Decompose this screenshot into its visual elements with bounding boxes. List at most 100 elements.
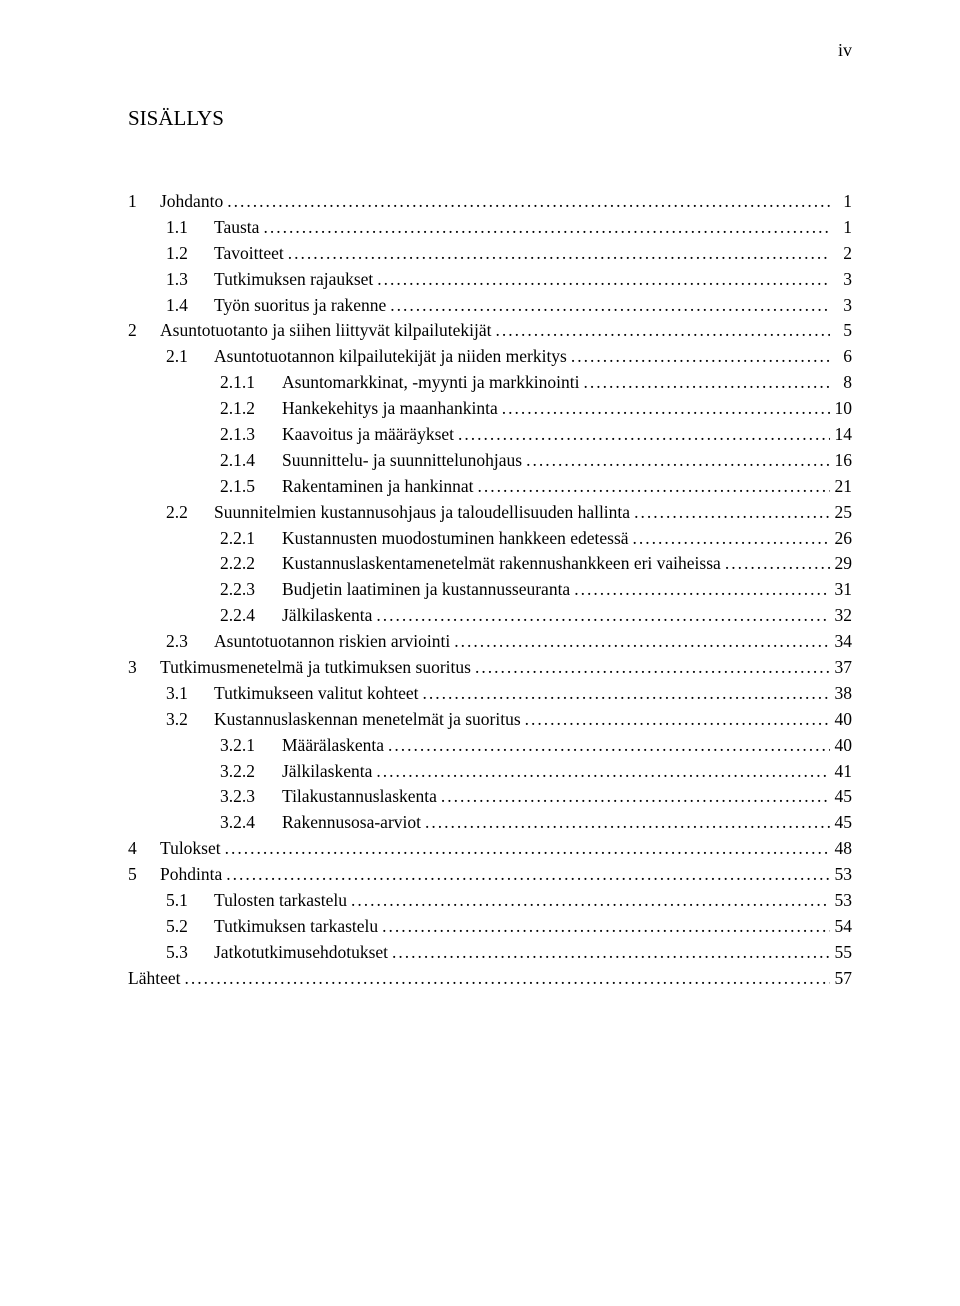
toc-entry-number: 2.1.5 (220, 474, 282, 500)
toc-entry-page: 37 (830, 655, 852, 681)
toc-leader-dots (372, 603, 830, 629)
toc-entry: 3.2.4Rakennusosa-arviot45 (128, 810, 852, 836)
toc-entry-title: Tutkimuksen rajaukset (214, 267, 373, 293)
toc-entry: 3.2.2Jälkilaskenta41 (128, 759, 852, 785)
toc-entry-number: 5.2 (166, 914, 214, 940)
toc-heading: SISÄLLYS (128, 106, 852, 131)
toc-entry-page: 6 (830, 344, 852, 370)
toc-entry-title: Tutkimukseen valitut kohteet (214, 681, 418, 707)
toc-entry-number: 1.4 (166, 293, 214, 319)
toc-entry-title: Jälkilaskenta (282, 603, 372, 629)
toc-entry-title: Tausta (214, 215, 259, 241)
toc-entry-number: 3 (128, 655, 160, 681)
toc-entry-page: 54 (830, 914, 852, 940)
toc-entry: 4Tulokset48 (128, 836, 852, 862)
toc-leader-dots (473, 474, 830, 500)
toc-entry-title: Kaavoitus ja määräykset (282, 422, 454, 448)
toc-entry-title: Jälkilaskenta (282, 759, 372, 785)
toc-entry-title: Johdanto (160, 189, 223, 215)
toc-entry-number: 4 (128, 836, 160, 862)
toc-entry-page: 57 (830, 966, 852, 992)
toc-entry-number: 2 (128, 318, 160, 344)
toc-entry: 3.2.1Määrälaskenta40 (128, 733, 852, 759)
toc-entry-page: 38 (830, 681, 852, 707)
toc-entry-number: 2.3 (166, 629, 214, 655)
toc-entry-title: Rakennusosa-arviot (282, 810, 421, 836)
toc-entry-page: 10 (830, 396, 852, 422)
toc-leader-dots (521, 707, 830, 733)
toc-entry-page: 3 (830, 293, 852, 319)
toc-entry-number: 1 (128, 189, 160, 215)
toc-entry: 3.2.3Tilakustannuslaskenta45 (128, 784, 852, 810)
toc-leader-dots (372, 759, 830, 785)
toc-entry-page: 14 (830, 422, 852, 448)
toc-entry: 2.3Asuntotuotannon riskien arviointi 34 (128, 629, 852, 655)
toc-entry-number: 3.2 (166, 707, 214, 733)
page-number: iv (838, 40, 852, 61)
toc-entry-title: Asuntotuotannon riskien arviointi (214, 629, 450, 655)
toc-entry-title: Tutkimuksen tarkastelu (214, 914, 378, 940)
toc-entry: 2.1.4Suunnittelu- ja suunnittelunohjaus 1… (128, 448, 852, 474)
toc-entry-page: 1 (830, 215, 852, 241)
toc-entry-page: 55 (830, 940, 852, 966)
toc-entry-title: Asuntotuotannon kilpailutekijät ja niide… (214, 344, 567, 370)
toc-leader-dots (388, 940, 830, 966)
toc-entry: 5.2Tutkimuksen tarkastelu 54 (128, 914, 852, 940)
toc-entry: 1.4Työn suoritus ja rakenne3 (128, 293, 852, 319)
toc-leader-dots (491, 318, 830, 344)
toc-leader-dots (579, 370, 830, 396)
toc-entry-page: 16 (830, 448, 852, 474)
toc-entry-number: 3.2.3 (220, 784, 282, 810)
toc-entry: 2Asuntotuotanto ja siihen liittyvät kilp… (128, 318, 852, 344)
toc-leader-dots (567, 344, 830, 370)
toc-entry: 5Pohdinta53 (128, 862, 852, 888)
toc-entry: 3.1Tutkimukseen valitut kohteet38 (128, 681, 852, 707)
toc-entry: 3Tutkimusmenetelmä ja tutkimuksen suorit… (128, 655, 852, 681)
toc-leader-dots (373, 267, 830, 293)
toc-entry-page: 32 (830, 603, 852, 629)
toc-entry-number: 5 (128, 862, 160, 888)
toc-entry-page: 53 (830, 862, 852, 888)
toc-entry: 5.1Tulosten tarkastelu53 (128, 888, 852, 914)
toc-entry-page: 8 (830, 370, 852, 396)
toc-entry-title: Suunnittelu- ja suunnittelunohjaus (282, 448, 522, 474)
toc-entry-number: 2.1.2 (220, 396, 282, 422)
toc-entry-number: 3.2.1 (220, 733, 282, 759)
toc-entry-page: 48 (830, 836, 852, 862)
toc-entry-number: 3.2.2 (220, 759, 282, 785)
toc-entry-title: Asuntotuotanto ja siihen liittyvät kilpa… (160, 318, 491, 344)
toc-entry-page: 31 (830, 577, 852, 603)
toc-leader-dots (418, 681, 830, 707)
toc-entry: 2.1.5Rakentaminen ja hankinnat21 (128, 474, 852, 500)
toc-entry-page: 1 (830, 189, 852, 215)
toc-entry-page: 40 (830, 707, 852, 733)
toc-leader-dots (347, 888, 830, 914)
toc-entry: 2.2Suunnitelmien kustannusohjaus ja talo… (128, 500, 852, 526)
toc-entry-title: Tilakustannuslaskenta (282, 784, 437, 810)
toc-entry: 1.1Tausta1 (128, 215, 852, 241)
toc-entry-number: 1.2 (166, 241, 214, 267)
toc-entry-title: Rakentaminen ja hankinnat (282, 474, 473, 500)
toc-entry-title: Määrälaskenta (282, 733, 384, 759)
toc-entry-title: Tulosten tarkastelu (214, 888, 347, 914)
toc-leader-dots (284, 241, 830, 267)
toc-leader-dots (421, 810, 830, 836)
toc-entry: 2.2.3Budjetin laatiminen ja kustannusseu… (128, 577, 852, 603)
toc-leader-dots (378, 914, 830, 940)
toc-leader-dots (437, 784, 830, 810)
table-of-contents: 1Johdanto11.1Tausta11.2Tavoitteet21.3Tut… (128, 189, 852, 992)
toc-entry-number: 2.1.4 (220, 448, 282, 474)
toc-entry-title: Hankekehitys ja maanhankinta (282, 396, 498, 422)
toc-entry-page: 34 (830, 629, 852, 655)
toc-entry: 3.2Kustannuslaskennan menetelmät ja suor… (128, 707, 852, 733)
toc-entry: 1Johdanto1 (128, 189, 852, 215)
toc-entry-title: Jatkotutkimusehdotukset (214, 940, 388, 966)
toc-entry-number: 2.2 (166, 500, 214, 526)
toc-entry-title: Lähteet (128, 966, 180, 992)
toc-leader-dots (721, 551, 830, 577)
toc-leader-dots (522, 448, 830, 474)
toc-leader-dots (223, 189, 830, 215)
toc-entry-page: 29 (830, 551, 852, 577)
toc-entry-number: 2.1.1 (220, 370, 282, 396)
toc-entry-title: Tutkimusmenetelmä ja tutkimuksen suoritu… (160, 655, 471, 681)
